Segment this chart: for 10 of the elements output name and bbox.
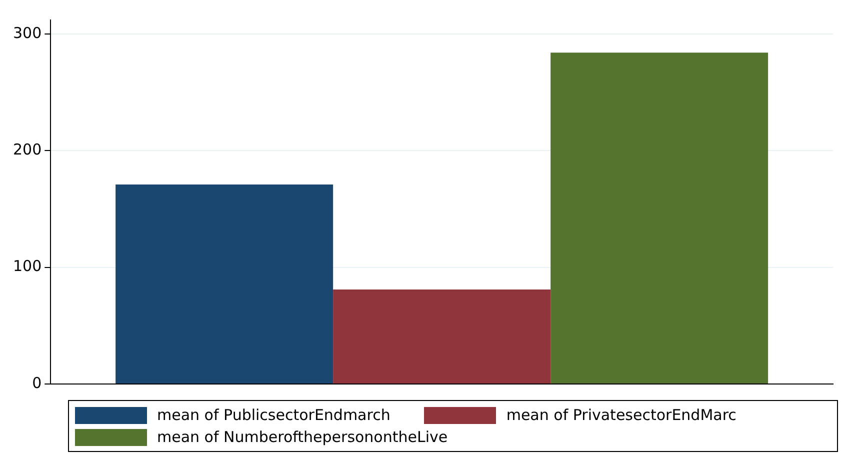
y-tick-label: 100 bbox=[12, 257, 42, 276]
bar bbox=[116, 184, 334, 384]
y-tick-label: 200 bbox=[12, 140, 42, 159]
y-tick-label: 0 bbox=[32, 374, 42, 392]
legend-label: mean of PrivatesectorEndMarc bbox=[506, 406, 736, 424]
legend-label: mean of NumberofthepersonontheLive bbox=[157, 428, 448, 446]
bar bbox=[550, 52, 768, 384]
bar bbox=[333, 290, 551, 384]
y-tick-label: 300 bbox=[12, 24, 42, 42]
legend-label: mean of PublicsectorEndmarch bbox=[157, 406, 390, 424]
